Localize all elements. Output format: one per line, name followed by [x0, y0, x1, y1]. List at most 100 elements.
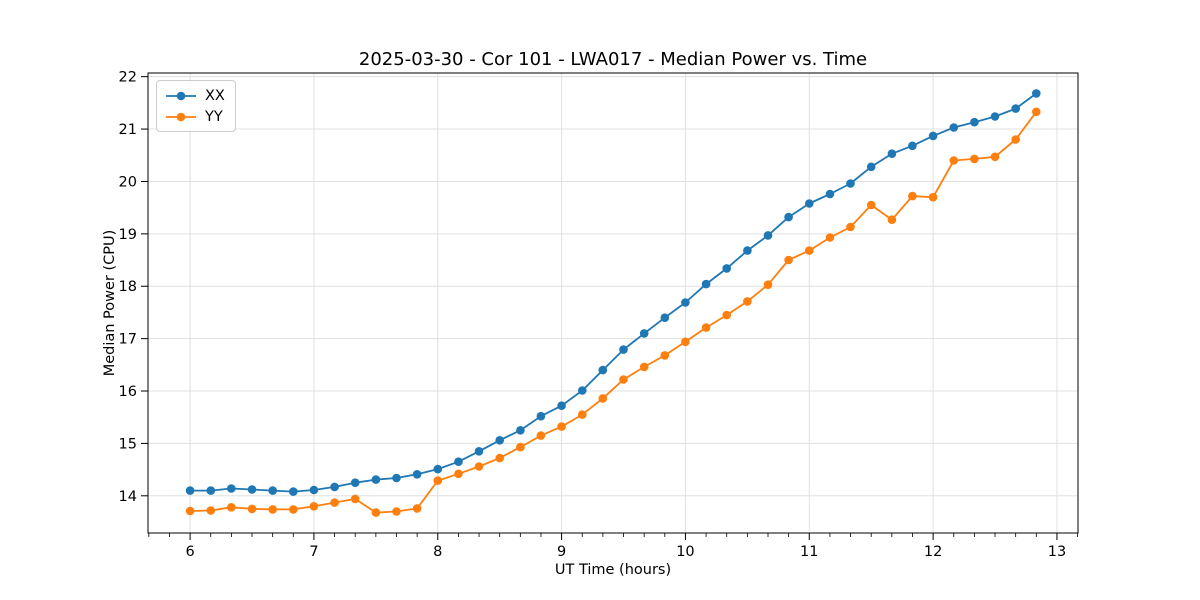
data-point-xx: [949, 123, 959, 132]
data-point-yy: [619, 375, 628, 384]
legend-line-marker-sample: [166, 112, 196, 121]
data-point-xx: [227, 484, 236, 493]
data-point-yy: [681, 337, 690, 347]
y-tick-label: 20: [119, 174, 137, 190]
data-point-yy: [350, 494, 360, 504]
data-point-yy: [805, 246, 814, 255]
data-point-xx: [639, 329, 649, 338]
data-point-yy: [825, 233, 835, 242]
data-point-yy: [516, 442, 525, 452]
series-line-xx: [190, 92, 1037, 493]
data-point-xx: [268, 486, 278, 495]
data-point-yy: [495, 453, 505, 463]
data-point-yy: [227, 503, 236, 512]
data-point-xx: [309, 485, 319, 495]
data-point-xx: [784, 212, 793, 222]
legend-item-yy: YY: [165, 106, 225, 127]
data-point-xx: [928, 131, 938, 141]
data-point-yy: [309, 502, 319, 511]
data-point-xx: [1011, 104, 1020, 113]
data-point-xx: [474, 447, 484, 456]
data-point-xx: [619, 345, 628, 354]
data-point-yy: [928, 192, 938, 202]
data-point-xx: [330, 482, 339, 492]
y-tick-label: 16: [119, 384, 137, 400]
data-point-xx: [701, 279, 711, 289]
data-point-yy: [660, 351, 670, 360]
x-tick-label: 11: [800, 544, 818, 560]
legend-line-marker-sample: [166, 91, 196, 100]
data-point-xx: [206, 486, 216, 495]
y-axis-label: Median Power (CPU): [102, 229, 118, 377]
data-point-xx: [598, 365, 608, 375]
data-point-xx: [289, 487, 298, 496]
data-point-xx: [185, 486, 195, 495]
data-point-yy: [743, 297, 752, 306]
data-point-yy: [557, 422, 566, 431]
x-tick-label: 12: [924, 544, 942, 560]
data-point-xx: [578, 386, 587, 395]
x-tick-label: 9: [557, 544, 566, 560]
data-point-xx: [412, 470, 422, 479]
data-point-yy: [887, 215, 897, 224]
y-tick-label: 21: [119, 122, 137, 138]
x-tick-label: 7: [309, 544, 318, 560]
data-point-yy: [990, 152, 1000, 162]
data-point-xx: [516, 426, 525, 435]
data-point-yy: [433, 476, 443, 485]
data-point-yy: [412, 504, 422, 513]
data-point-yy: [1032, 107, 1041, 117]
data-point-yy: [185, 506, 195, 516]
data-point-yy: [784, 255, 793, 265]
data-point-yy: [970, 154, 979, 164]
data-point-xx: [454, 457, 463, 467]
data-point-yy: [289, 505, 298, 514]
data-point-xx: [392, 473, 401, 483]
data-point-xx: [247, 485, 257, 494]
y-tick-label: 14: [119, 489, 137, 505]
data-point-xx: [536, 411, 546, 421]
data-point-yy: [639, 362, 649, 372]
legend: XX YY: [156, 80, 236, 132]
data-point-xx: [350, 478, 360, 488]
data-point-yy: [846, 222, 855, 232]
x-tick-label: 8: [433, 544, 442, 560]
data-point-xx: [908, 141, 917, 151]
legend-label-yy: YY: [205, 108, 223, 125]
data-point-yy: [454, 469, 463, 479]
y-tick-label: 15: [119, 436, 137, 452]
data-point-yy: [763, 280, 773, 290]
data-point-yy: [268, 505, 278, 514]
data-point-yy: [1011, 135, 1020, 144]
data-point-yy: [247, 504, 257, 514]
data-point-xx: [1032, 89, 1041, 98]
data-point-yy: [908, 191, 917, 201]
data-point-xx: [557, 401, 566, 411]
data-point-yy: [701, 323, 711, 332]
chart-title: 2025-03-30 - Cor 101 - LWA017 - Median P…: [358, 49, 868, 70]
data-point-xx: [866, 162, 876, 172]
y-tick-label: 17: [119, 332, 137, 348]
data-point-xx: [433, 464, 443, 474]
data-point-xx: [970, 117, 979, 127]
plot-border: [147, 72, 1079, 534]
x-tick-label: 13: [1048, 544, 1066, 560]
data-point-yy: [598, 394, 608, 403]
data-point-xx: [681, 298, 690, 307]
data-point-xx: [660, 313, 670, 323]
data-point-xx: [887, 149, 897, 158]
legend-label-xx: XX: [205, 87, 225, 104]
data-point-yy: [474, 462, 484, 471]
data-point-yy: [392, 507, 401, 516]
y-tick-label: 22: [119, 70, 137, 86]
data-point-xx: [371, 475, 381, 484]
data-point-xx: [846, 179, 855, 188]
legend-item-xx: XX: [165, 85, 225, 106]
y-tick-label: 18: [119, 279, 137, 295]
data-point-yy: [578, 410, 587, 419]
x-tick-label: 10: [676, 544, 694, 560]
data-point-yy: [371, 508, 381, 517]
series-line-yy: [190, 111, 1038, 514]
